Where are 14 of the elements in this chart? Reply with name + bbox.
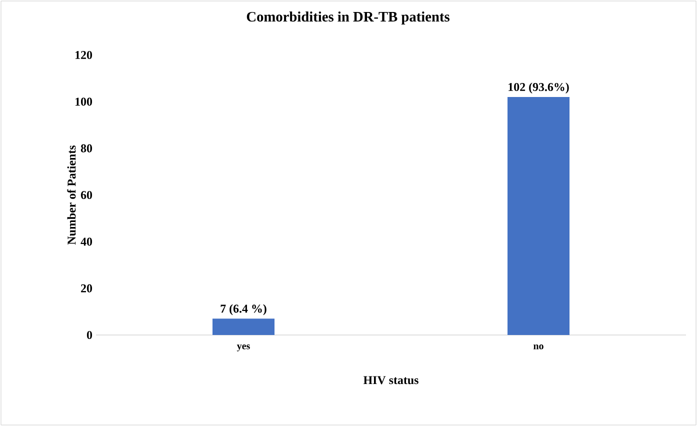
data-label: 7 (6.4 %) xyxy=(220,304,266,316)
data-label: 102 (93.6%) xyxy=(508,82,569,94)
y-tick-label: 80 xyxy=(80,144,92,152)
y-tick-label: 60 xyxy=(80,190,92,200)
y-tick-label: 20 xyxy=(81,284,92,292)
x-tick-label: no xyxy=(534,344,544,350)
y-tick-label: 100 xyxy=(76,98,92,106)
y-tick-label: 0 xyxy=(86,330,92,340)
x-tick-label: yes xyxy=(236,344,250,352)
chart-title: Comorbidities in DR-TB patients xyxy=(246,11,450,24)
x-axis-title: HIV status xyxy=(363,376,418,384)
y-tick-label: 120 xyxy=(76,50,92,60)
y-axis-title: Number of Patients xyxy=(67,145,76,245)
y-tick-label: 40 xyxy=(80,238,92,246)
